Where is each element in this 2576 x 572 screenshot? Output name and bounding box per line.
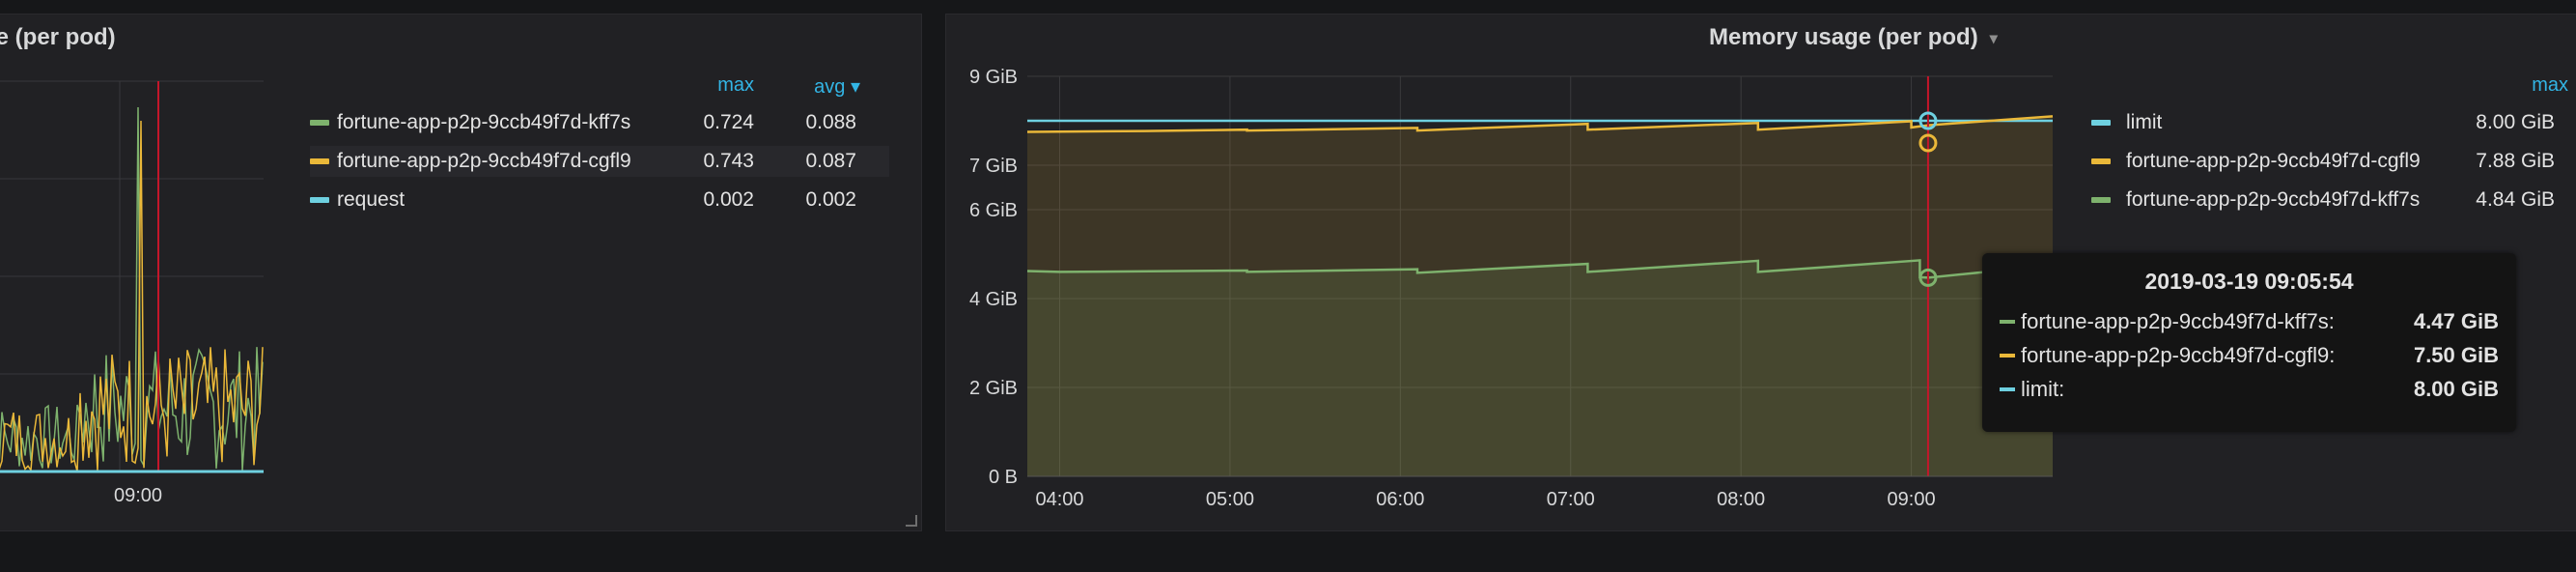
legend-series-name: fortune-app-p2p-9ccb49f7d-kff7s	[337, 111, 631, 133]
panel-resize-handle[interactable]	[906, 515, 917, 527]
x-tick-label: 07:00	[1547, 489, 1595, 510]
series-area	[1027, 116, 2053, 477]
graph-tooltip: 2019-03-19 09:05:54 fortune-app-p2p-9ccb…	[1982, 253, 2516, 432]
cpu-usage-graph[interactable]: 09:00	[0, 14, 271, 531]
series-line	[0, 120, 264, 472]
legend-series-name: request	[337, 188, 406, 211]
legend-row[interactable]: fortune-app-p2p-9ccb49f7d-cgfl9 7.88 GiB	[2091, 146, 2576, 177]
hover-point	[1918, 133, 1938, 153]
y-tick-label: 4 GiB	[969, 289, 1018, 310]
legend-max-value: 4.84 GiB	[2476, 188, 2555, 211]
series-color-swatch	[2000, 320, 2015, 324]
legend-series-name: fortune-app-p2p-9ccb49f7d-cgfl9	[337, 150, 631, 172]
legend-series-name: fortune-app-p2p-9ccb49f7d-kff7s	[2126, 188, 2421, 211]
tooltip-series-value: 8.00 GiB	[2413, 377, 2499, 401]
tooltip-timestamp: 2019-03-19 09:05:54	[2144, 269, 2354, 294]
legend-max-value: 0.743	[703, 150, 754, 172]
tooltip-series-name: fortune-app-p2p-9ccb49f7d-kff7s:	[2021, 309, 2335, 333]
series-color-swatch	[2091, 197, 2111, 203]
series-color-swatch	[310, 197, 329, 203]
legend-max-value: 7.88 GiB	[2476, 150, 2555, 172]
x-tick-label: 06:00	[1376, 489, 1424, 510]
tooltip-series-name: limit:	[2021, 377, 2065, 401]
tooltip-row: limit: 8.00 GiB	[2000, 372, 2499, 406]
legend-series-name: fortune-app-p2p-9ccb49f7d-cgfl9	[2126, 150, 2421, 172]
series-color-swatch	[2091, 158, 2111, 164]
legend-max-value: 0.002	[703, 188, 754, 211]
legend-avg-value: 0.002	[805, 188, 856, 211]
legend-max-value: 8.00 GiB	[2476, 111, 2555, 133]
y-tick-label: 9 GiB	[969, 67, 1018, 88]
x-tick-label: 09:00	[1888, 489, 1936, 510]
legend-row[interactable]: fortune-app-p2p-9ccb49f7d-kff7s 0.724 0.…	[310, 107, 889, 138]
series-area	[1027, 260, 2053, 476]
y-tick-label: 7 GiB	[969, 156, 1018, 177]
memory-usage-graph[interactable]: 0 B 2 GiB 4 GiB 6 GiB 7 GiB 9 GiB 04:00 05:00 06…	[946, 14, 2057, 531]
panel-title[interactable]: ge (per pod)	[0, 24, 116, 50]
legend-header-avg[interactable]: avg ▾	[814, 76, 860, 98]
series-color-swatch	[2000, 387, 2015, 391]
y-tick-label: 6 GiB	[969, 200, 1018, 221]
legend-row[interactable]: request 0.002 0.002	[310, 185, 889, 215]
legend-header-max[interactable]: max	[717, 74, 754, 96]
tooltip-series-name: fortune-app-p2p-9ccb49f7d-cgfl9:	[2021, 343, 2336, 367]
legend-row[interactable]: fortune-app-p2p-9ccb49f7d-kff7s 4.84 GiB	[2091, 185, 2576, 215]
series-color-swatch	[2091, 120, 2111, 126]
legend-max-value: 0.724	[703, 111, 754, 133]
series-line	[1026, 115, 2054, 133]
hover-point	[1918, 268, 1938, 287]
panel-title[interactable]: Memory usage (per pod) ▾	[1709, 24, 1998, 51]
legend-avg-value: 0.088	[805, 111, 856, 133]
tooltip-series-value: 4.47 GiB	[2413, 309, 2499, 333]
x-tick-label: 09:00	[114, 485, 162, 506]
tooltip-row: fortune-app-p2p-9ccb49f7d-cgfl9: 7.50 Gi…	[2000, 338, 2499, 372]
panel-title-text: Memory usage (per pod)	[1709, 24, 1978, 50]
panel-menu-caret-icon[interactable]: ▾	[1989, 30, 1998, 47]
y-tick-label: 2 GiB	[969, 378, 1018, 399]
x-tick-label: 05:00	[1206, 489, 1254, 510]
legend-series-name: limit	[2126, 111, 2163, 133]
legend-row[interactable]: fortune-app-p2p-9ccb49f7d-cgfl9 0.743 0.…	[310, 146, 889, 177]
series-line	[0, 106, 264, 472]
hover-point	[1918, 111, 1938, 130]
y-tick-label: 0 B	[989, 467, 1018, 488]
tooltip-row: fortune-app-p2p-9ccb49f7d-kff7s: 4.47 Gi…	[2000, 304, 2499, 338]
cpu-usage-panel: ge (per pod) 09:00 max avg ▾ fortune-app…	[0, 14, 922, 531]
x-tick-label: 04:00	[1035, 489, 1083, 510]
legend-header-max[interactable]: max	[2532, 74, 2568, 96]
series-color-swatch	[310, 158, 329, 164]
series-color-swatch	[310, 120, 329, 126]
tooltip-series-value: 7.50 GiB	[2413, 343, 2499, 367]
x-tick-label: 08:00	[1717, 489, 1765, 510]
legend-avg-value: 0.087	[805, 150, 856, 172]
series-color-swatch	[2000, 354, 2015, 358]
legend-row[interactable]: limit 8.00 GiB	[2091, 107, 2576, 138]
